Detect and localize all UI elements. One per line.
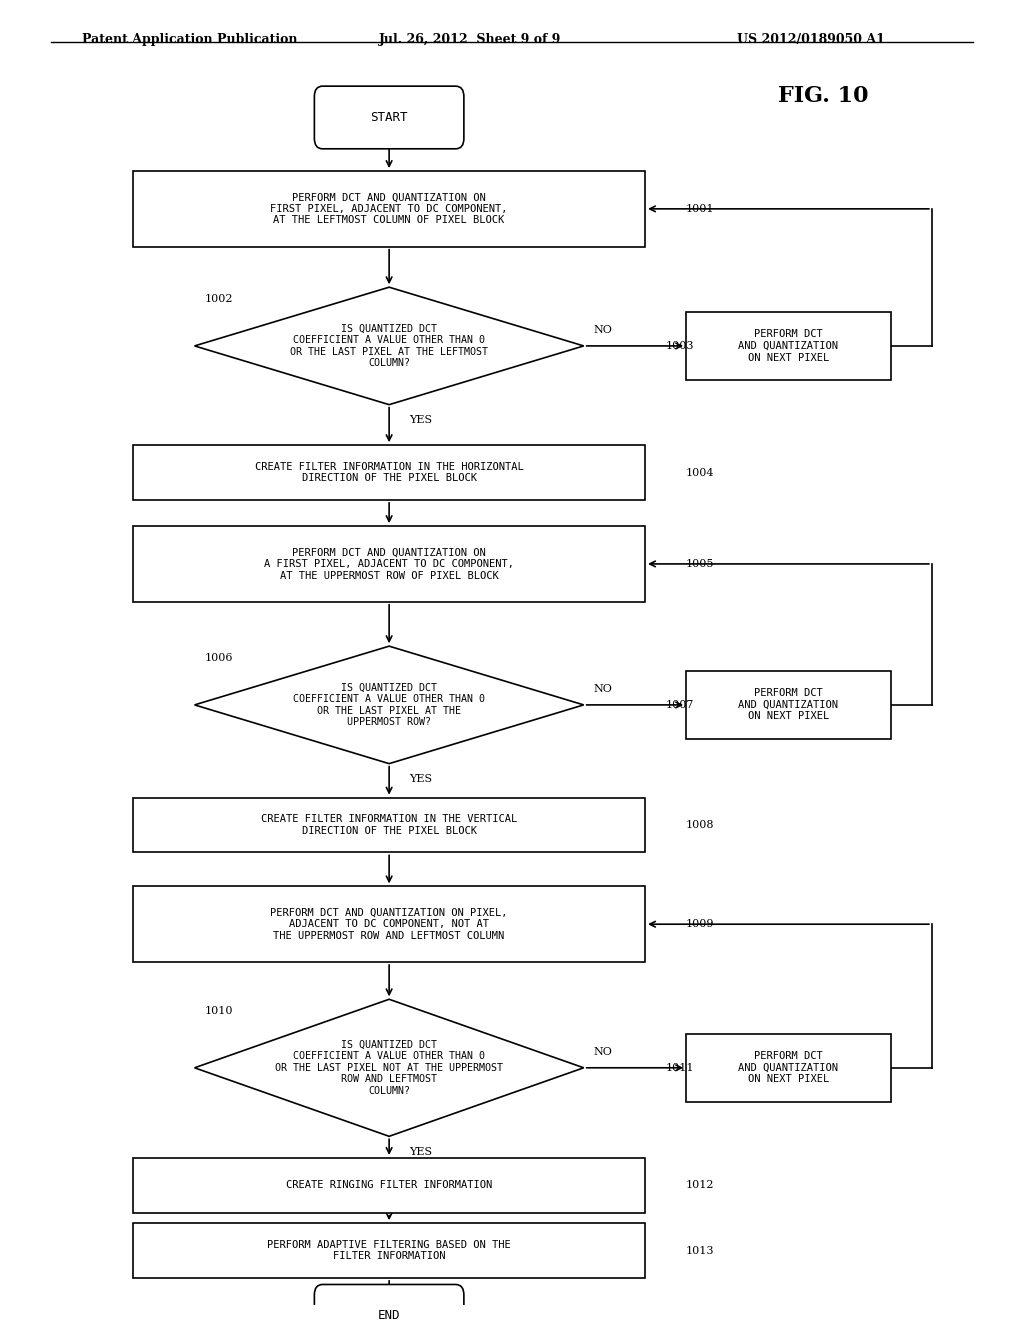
Text: 1013: 1013 [686, 1246, 715, 1255]
Text: START: START [371, 111, 408, 124]
Text: PERFORM DCT AND QUANTIZATION ON PIXEL,
ADJACENT TO DC COMPONENT, NOT AT
THE UPPE: PERFORM DCT AND QUANTIZATION ON PIXEL, A… [270, 908, 508, 941]
Text: 1009: 1009 [686, 919, 715, 929]
Text: 1010: 1010 [205, 1006, 233, 1016]
Text: CREATE FILTER INFORMATION IN THE VERTICAL
DIRECTION OF THE PIXEL BLOCK: CREATE FILTER INFORMATION IN THE VERTICA… [261, 814, 517, 836]
Text: 1005: 1005 [686, 558, 715, 569]
Text: NO: NO [594, 685, 612, 694]
Text: Patent Application Publication: Patent Application Publication [82, 33, 297, 46]
Text: 1004: 1004 [686, 467, 715, 478]
FancyBboxPatch shape [686, 671, 891, 739]
Text: CREATE RINGING FILTER INFORMATION: CREATE RINGING FILTER INFORMATION [286, 1180, 493, 1191]
Text: Jul. 26, 2012  Sheet 9 of 9: Jul. 26, 2012 Sheet 9 of 9 [379, 33, 561, 46]
Text: END: END [378, 1309, 400, 1320]
Text: 1003: 1003 [666, 341, 694, 351]
Text: YES: YES [410, 414, 433, 425]
Polygon shape [195, 288, 584, 405]
FancyBboxPatch shape [133, 1158, 645, 1213]
Text: PERFORM DCT AND QUANTIZATION ON
A FIRST PIXEL, ADJACENT TO DC COMPONENT,
AT THE : PERFORM DCT AND QUANTIZATION ON A FIRST … [264, 548, 514, 581]
Polygon shape [195, 647, 584, 764]
Text: 1008: 1008 [686, 820, 715, 830]
FancyBboxPatch shape [133, 886, 645, 962]
Text: IS QUANTIZED DCT
COEFFICIENT A VALUE OTHER THAN 0
OR THE LAST PIXEL AT THE
UPPER: IS QUANTIZED DCT COEFFICIENT A VALUE OTH… [293, 682, 485, 727]
FancyBboxPatch shape [133, 527, 645, 602]
Text: US 2012/0189050 A1: US 2012/0189050 A1 [737, 33, 885, 46]
Text: 1001: 1001 [686, 203, 715, 214]
FancyBboxPatch shape [133, 172, 645, 247]
Text: 1007: 1007 [666, 700, 694, 710]
Text: 1011: 1011 [666, 1063, 694, 1073]
FancyBboxPatch shape [133, 1224, 645, 1278]
Text: PERFORM DCT
AND QUANTIZATION
ON NEXT PIXEL: PERFORM DCT AND QUANTIZATION ON NEXT PIX… [738, 1051, 839, 1085]
Text: FIG. 10: FIG. 10 [778, 84, 868, 107]
Text: IS QUANTIZED DCT
COEFFICIENT A VALUE OTHER THAN 0
OR THE LAST PIXEL NOT AT THE U: IS QUANTIZED DCT COEFFICIENT A VALUE OTH… [275, 1040, 503, 1096]
Text: PERFORM DCT
AND QUANTIZATION
ON NEXT PIXEL: PERFORM DCT AND QUANTIZATION ON NEXT PIX… [738, 329, 839, 363]
Text: IS QUANTIZED DCT
COEFFICIENT A VALUE OTHER THAN 0
OR THE LAST PIXEL AT THE LEFTM: IS QUANTIZED DCT COEFFICIENT A VALUE OTH… [290, 323, 488, 368]
Text: PERFORM DCT AND QUANTIZATION ON
FIRST PIXEL, ADJACENT TO DC COMPONENT,
AT THE LE: PERFORM DCT AND QUANTIZATION ON FIRST PI… [270, 193, 508, 226]
FancyBboxPatch shape [686, 1034, 891, 1102]
Text: NO: NO [594, 326, 612, 335]
Text: YES: YES [410, 774, 433, 784]
FancyBboxPatch shape [314, 86, 464, 149]
Text: 1006: 1006 [205, 652, 233, 663]
Text: NO: NO [594, 1047, 612, 1057]
Text: CREATE FILTER INFORMATION IN THE HORIZONTAL
DIRECTION OF THE PIXEL BLOCK: CREATE FILTER INFORMATION IN THE HORIZON… [255, 462, 523, 483]
Text: PERFORM DCT
AND QUANTIZATION
ON NEXT PIXEL: PERFORM DCT AND QUANTIZATION ON NEXT PIX… [738, 688, 839, 722]
FancyBboxPatch shape [133, 797, 645, 853]
Text: 1002: 1002 [205, 294, 233, 304]
Text: PERFORM ADAPTIVE FILTERING BASED ON THE
FILTER INFORMATION: PERFORM ADAPTIVE FILTERING BASED ON THE … [267, 1239, 511, 1262]
FancyBboxPatch shape [133, 445, 645, 500]
FancyBboxPatch shape [314, 1284, 464, 1320]
Text: YES: YES [410, 1147, 433, 1156]
FancyBboxPatch shape [686, 312, 891, 380]
Polygon shape [195, 999, 584, 1137]
Text: 1012: 1012 [686, 1180, 715, 1191]
